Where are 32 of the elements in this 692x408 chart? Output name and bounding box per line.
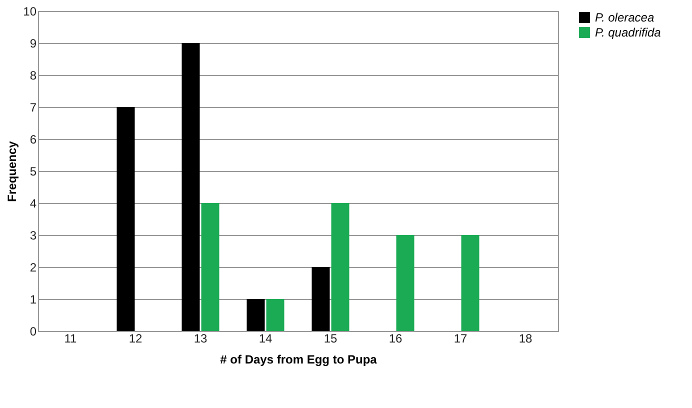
x-tick-label: 15 [324, 332, 338, 346]
y-tick-label: 6 [30, 132, 37, 146]
y-tick-label: 1 [30, 292, 37, 306]
legend-label: P. oleracea [595, 10, 654, 24]
bar [116, 107, 135, 331]
x-tick-label: 17 [454, 332, 468, 346]
bar [331, 203, 350, 331]
bar [201, 203, 220, 331]
bar [182, 43, 200, 331]
y-tick-label: 3 [30, 228, 37, 242]
bar [396, 235, 414, 331]
x-tick-label: 12 [128, 332, 142, 346]
bar [312, 267, 330, 331]
bar [461, 235, 480, 331]
x-tick-label: 18 [518, 332, 532, 346]
y-tick-label: 4 [30, 196, 37, 210]
legend-label: P. quadrifida [595, 26, 662, 40]
bar [266, 299, 284, 331]
x-tick-label: 13 [194, 332, 208, 346]
y-tick-label: 2 [30, 260, 37, 274]
y-tick-label: 7 [30, 100, 37, 114]
x-tick-label: 14 [258, 332, 272, 346]
y-axis-title: Frequency [5, 140, 20, 202]
x-axis-title: # of Days from Egg to Pupa [220, 352, 378, 366]
y-tick-label: 0 [30, 324, 37, 338]
y-tick-label: 10 [23, 4, 37, 18]
y-tick-label: 5 [30, 164, 37, 178]
y-tick-label: 9 [30, 36, 37, 50]
x-tick-label: 11 [64, 332, 78, 346]
y-tick-label: 8 [30, 68, 37, 82]
bar [246, 299, 265, 331]
x-tick-label: 16 [388, 332, 402, 346]
